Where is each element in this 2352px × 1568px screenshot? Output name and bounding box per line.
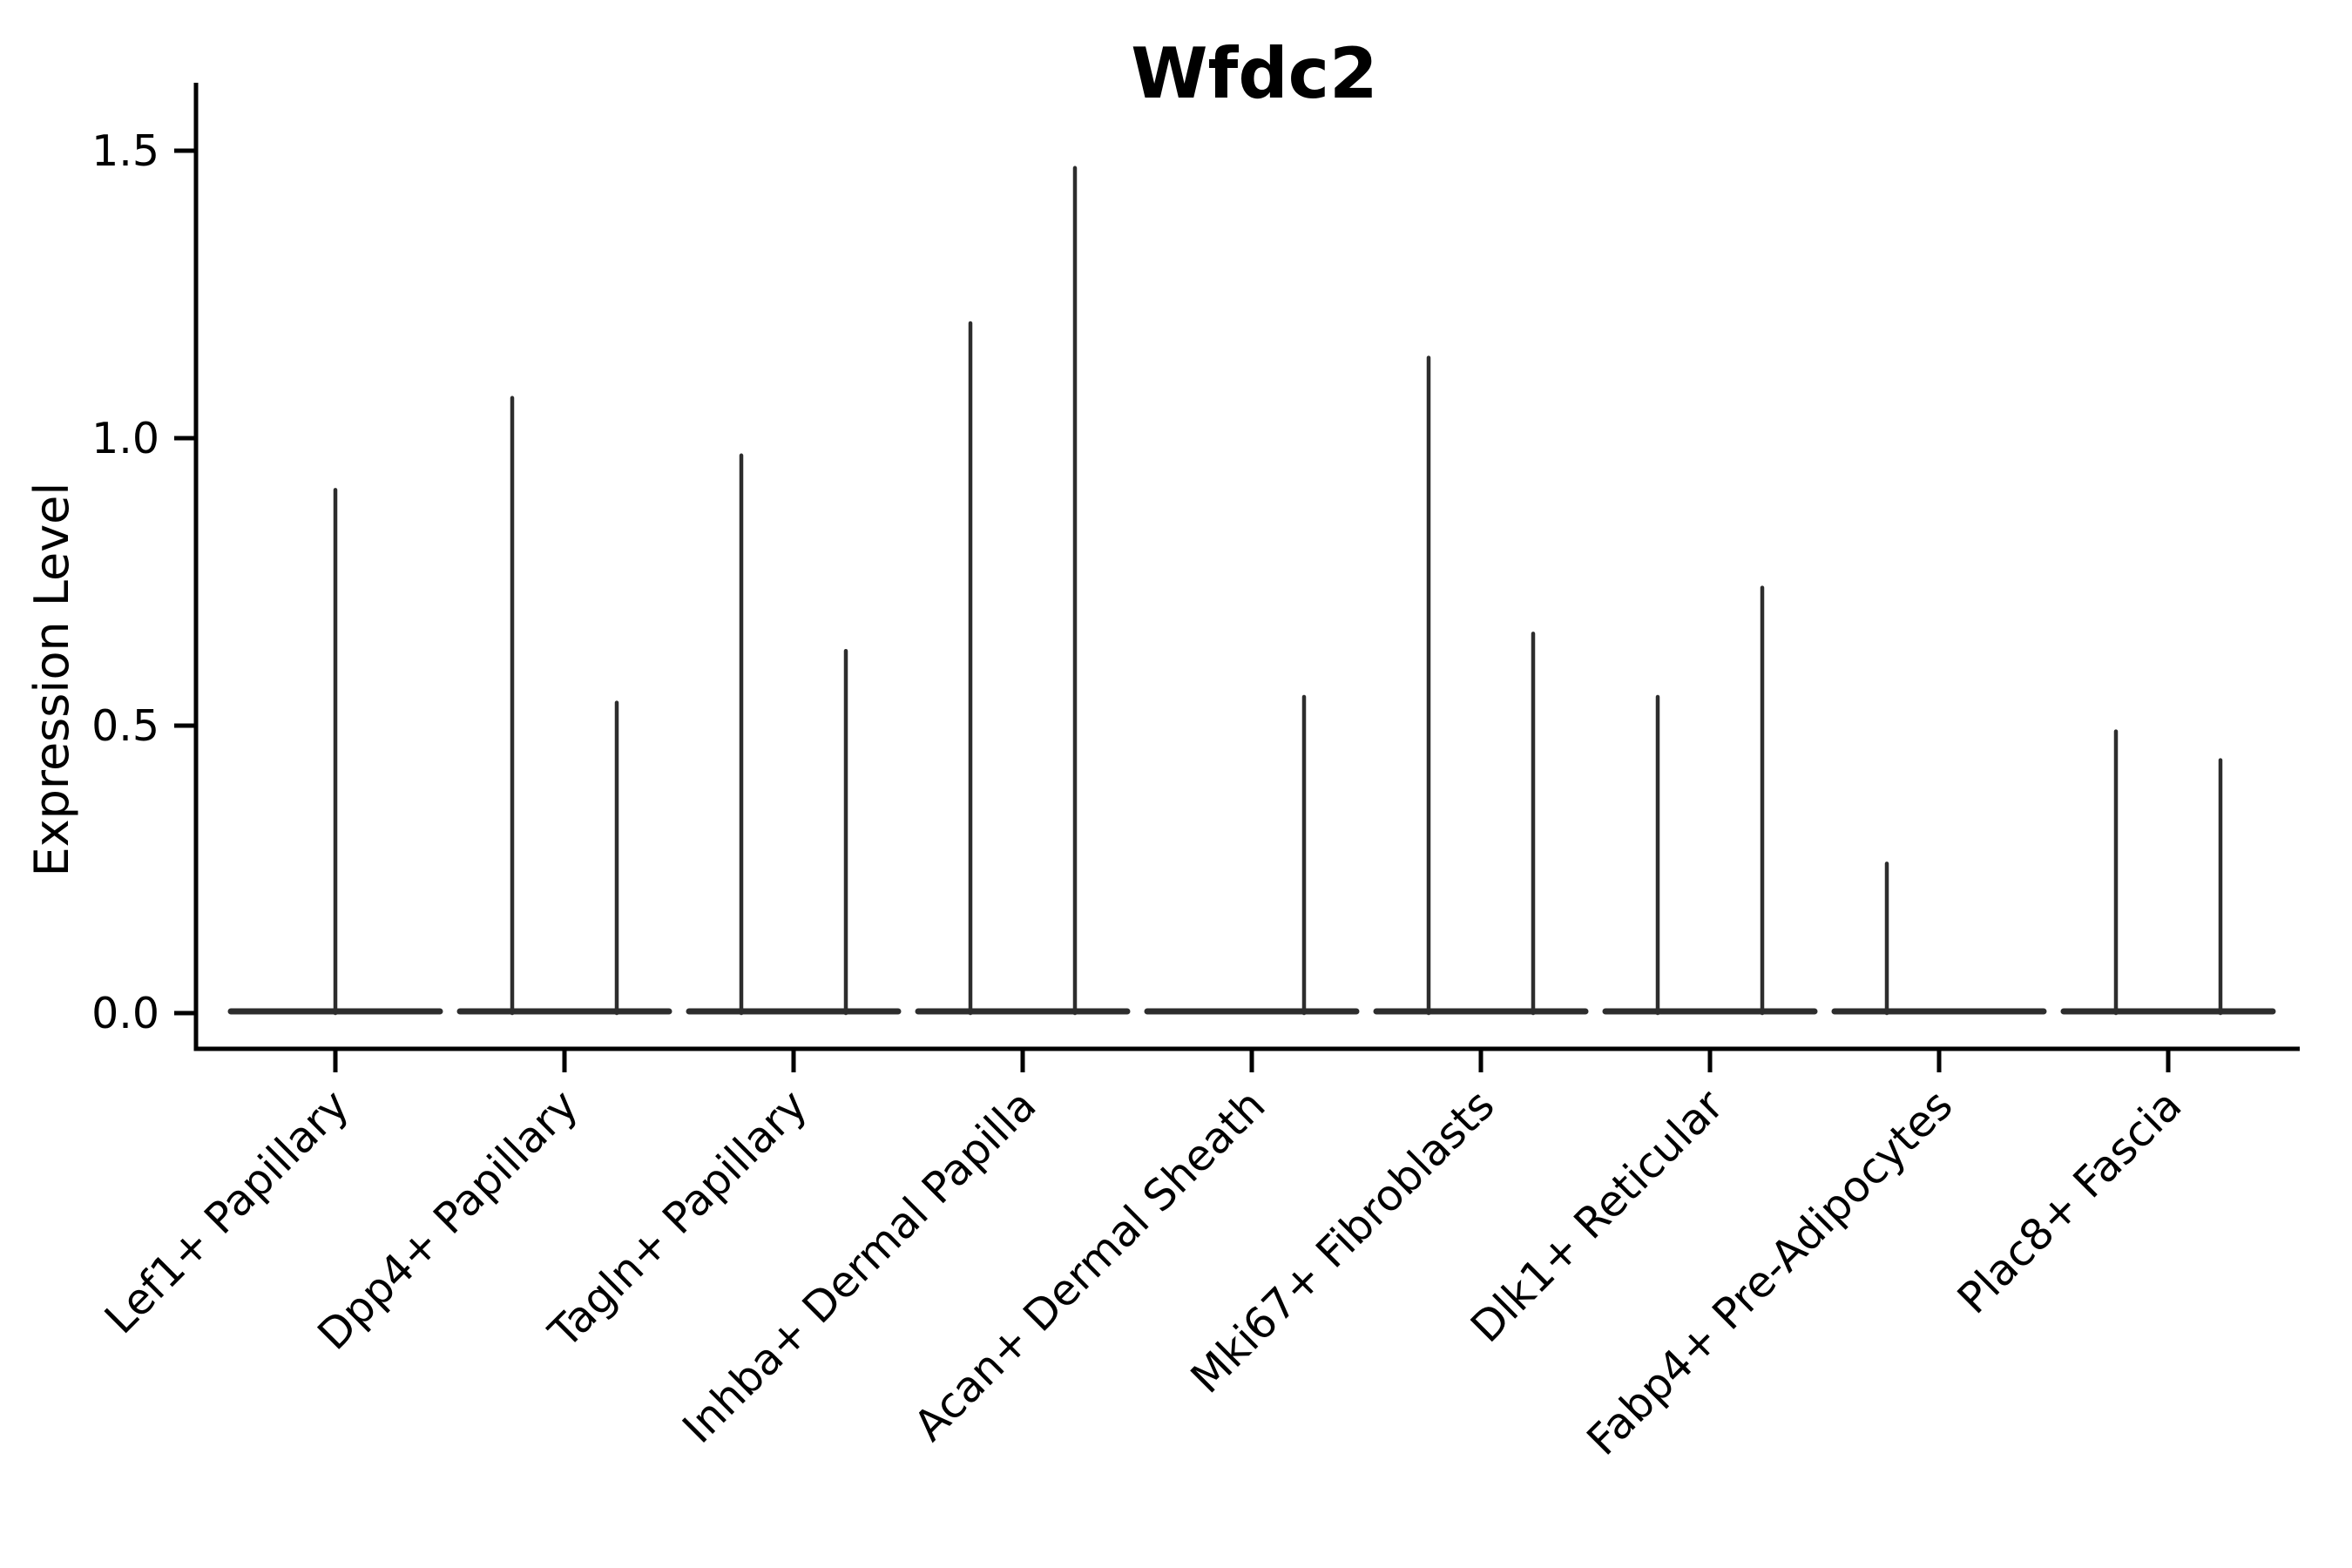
y-tick-label: 1.0 [91, 414, 159, 463]
y-axis-label: Expression Level [24, 483, 79, 877]
y-tick-label: 0.0 [91, 989, 159, 1038]
y-tick-label: 1.5 [91, 126, 159, 176]
x-tick-label: Dlk1+ Reticular [1462, 1080, 1734, 1353]
x-tick-label: Fabp4+ Pre-Adipocytes [1578, 1080, 1963, 1465]
chart-title: Wfdc2 [1131, 33, 1377, 114]
y-tick-label: 0.5 [91, 701, 159, 751]
x-tick-label: Lef1+ Papillary [95, 1080, 358, 1343]
x-tick-label: Plac8+ Fascia [1948, 1080, 2191, 1323]
